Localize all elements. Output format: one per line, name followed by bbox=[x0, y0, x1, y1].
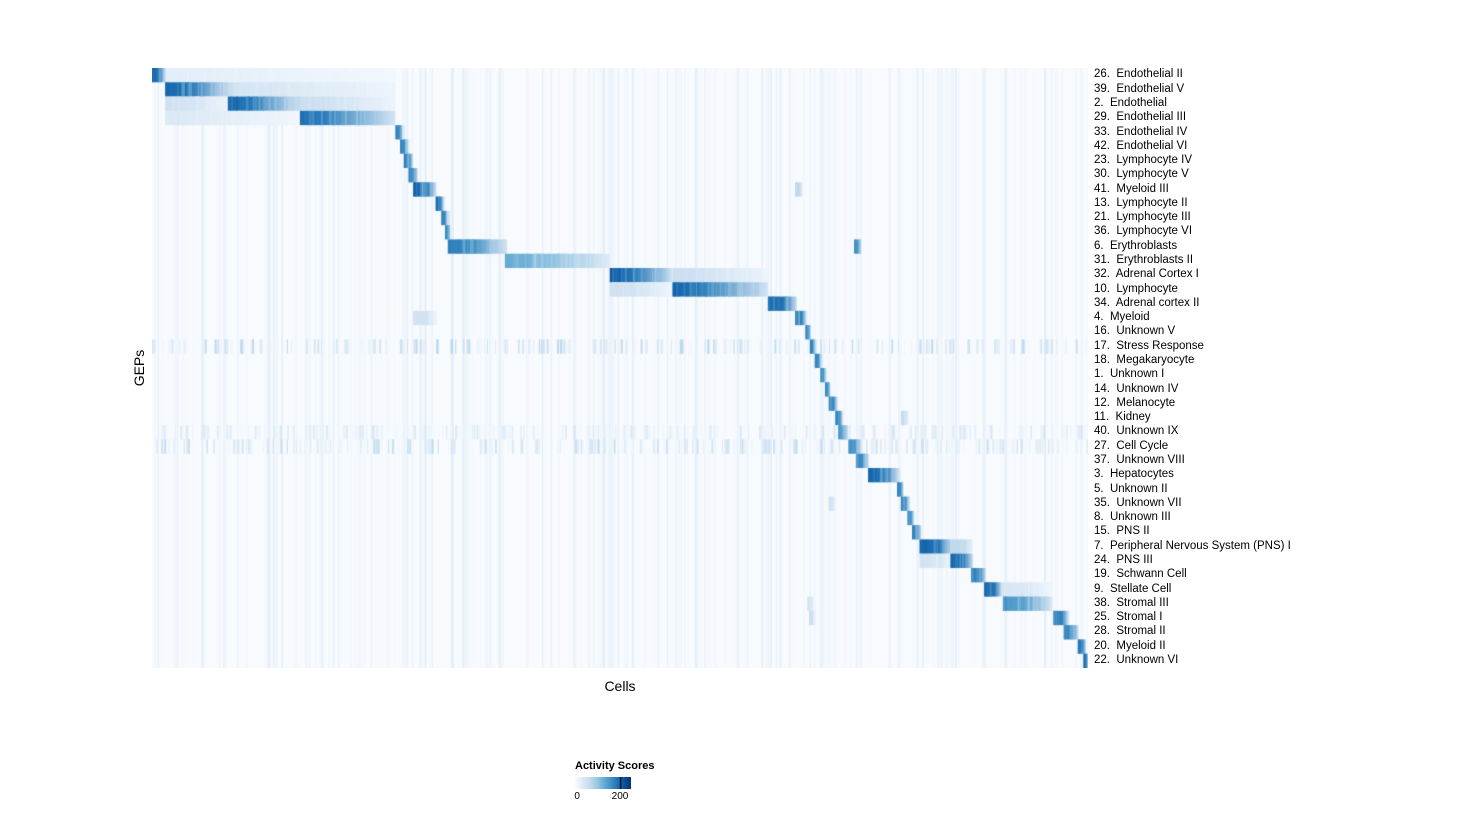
row-label: 14. Unknown IV bbox=[1094, 382, 1179, 395]
row-label: 1. Unknown I bbox=[1094, 368, 1165, 381]
y-axis-label: GEPs bbox=[131, 349, 147, 387]
row-label: 39. Endothelial V bbox=[1094, 82, 1185, 95]
colorbar-title: Activity Scores bbox=[575, 760, 655, 772]
row-label: 8. Unknown III bbox=[1094, 511, 1171, 524]
colorbar-legend: Activity Scores 0 200 bbox=[574, 760, 715, 805]
row-label: 27. Cell Cycle bbox=[1094, 439, 1169, 452]
row-label: 40. Unknown IX bbox=[1094, 425, 1179, 438]
row-label: 25. Stromal I bbox=[1094, 611, 1163, 624]
row-label: 30. Lymphocyte V bbox=[1094, 168, 1189, 181]
row-label: 29. Endothelial III bbox=[1094, 111, 1187, 124]
row-label: 3. Hepatocytes bbox=[1094, 468, 1174, 481]
row-label: 37. Unknown VIII bbox=[1094, 453, 1185, 466]
heatmap-canvas bbox=[152, 68, 1088, 668]
row-label: 33. Endothelial IV bbox=[1094, 125, 1188, 138]
row-label: 11. Kidney bbox=[1094, 411, 1151, 424]
row-label: 31. Erythroblasts II bbox=[1094, 254, 1194, 267]
row-label: 28. Stromal II bbox=[1094, 625, 1166, 638]
row-label: 36. Lymphocyte VI bbox=[1094, 225, 1193, 238]
row-label: 42. Endothelial VI bbox=[1094, 139, 1188, 152]
row-label: 7. Peripheral Nervous System (PNS) I bbox=[1094, 539, 1291, 552]
row-label: 32. Adrenal Cortex I bbox=[1094, 268, 1199, 281]
row-label: 6. Erythroblasts bbox=[1094, 239, 1178, 252]
row-label: 17. Stress Response bbox=[1094, 339, 1204, 352]
row-label: 21. Lymphocyte III bbox=[1094, 211, 1191, 224]
row-label: 13. Lymphocyte II bbox=[1094, 196, 1188, 209]
row-label: 18. Megakaryocyte bbox=[1094, 354, 1195, 367]
row-label: 22. Unknown VI bbox=[1094, 653, 1179, 666]
colorbar-min-label: 0 bbox=[574, 791, 580, 802]
colorbar-ticks: 0 200 bbox=[574, 791, 715, 805]
row-label: 15. PNS II bbox=[1094, 525, 1150, 538]
row-label: 5. Unknown II bbox=[1094, 482, 1168, 495]
row-label: 19. Schwann Cell bbox=[1094, 568, 1187, 581]
row-label: 20. Myeloid II bbox=[1094, 639, 1166, 652]
row-label: 24. PNS III bbox=[1094, 553, 1153, 566]
row-labels: 26. Endothelial II 39. Endothelial V 2. En… bbox=[1094, 68, 1454, 668]
row-label: 23. Lymphocyte IV bbox=[1094, 154, 1193, 167]
row-label: 12. Melanocyte bbox=[1094, 396, 1176, 409]
row-label: 41. Myeloid III bbox=[1094, 182, 1169, 195]
colorbar-max-label: 200 bbox=[611, 791, 629, 802]
row-label: 34. Adrenal cortex II bbox=[1094, 296, 1200, 309]
row-label: 2. Endothelial bbox=[1094, 96, 1167, 109]
row-label: 16. Unknown V bbox=[1094, 325, 1176, 338]
row-label: 26. Endothelial II bbox=[1094, 68, 1183, 81]
x-axis-label: Cells bbox=[604, 678, 636, 694]
row-label: 9. Stellate Cell bbox=[1094, 582, 1172, 595]
row-label: 10. Lymphocyte bbox=[1094, 282, 1178, 295]
colorbar-gradient bbox=[575, 777, 631, 789]
row-label: 38. Stromal III bbox=[1094, 596, 1169, 609]
row-label: 4. Myeloid bbox=[1094, 311, 1150, 324]
row-label: 35. Unknown VII bbox=[1094, 496, 1182, 509]
